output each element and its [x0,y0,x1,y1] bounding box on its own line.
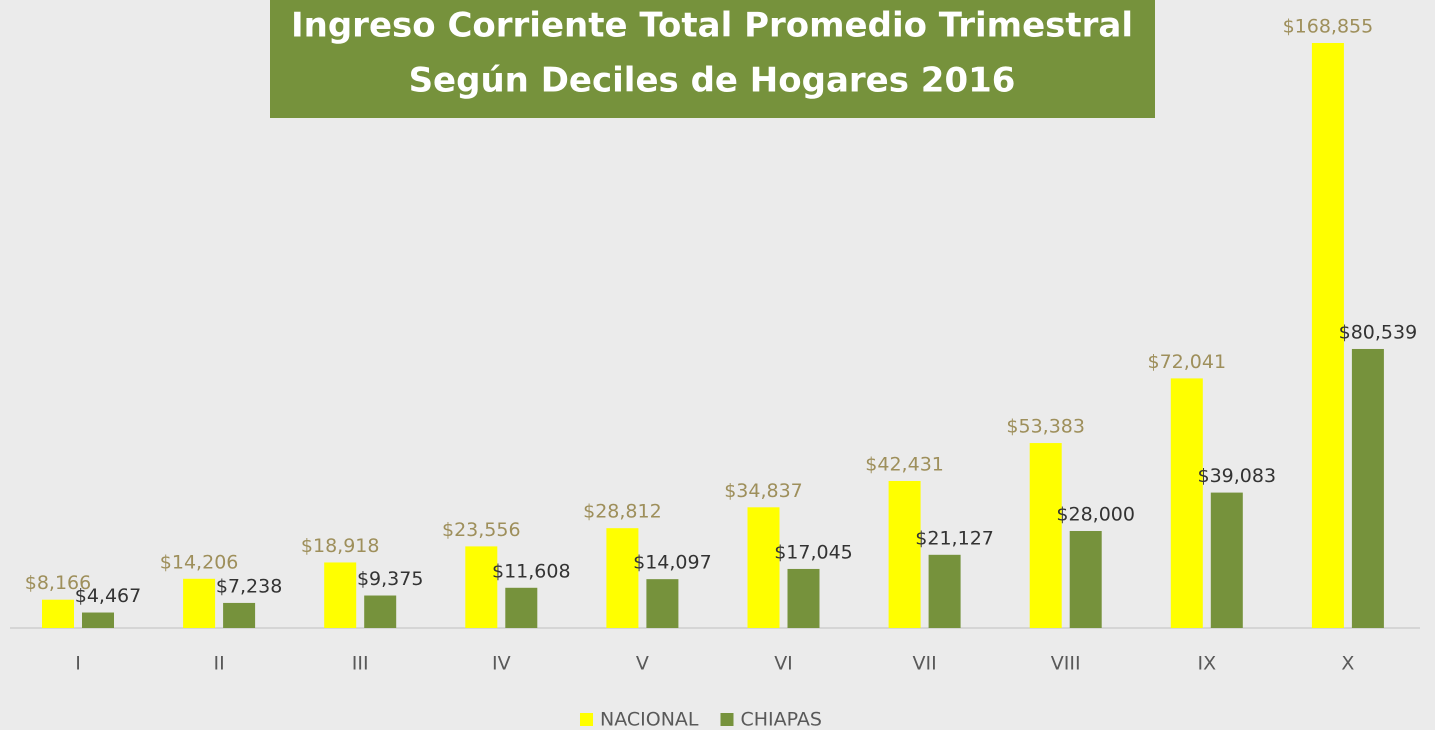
x-tick-label: VI [774,653,793,675]
bar [646,579,679,628]
legend-label: CHIAPAS [741,709,822,730]
bar [1069,530,1102,628]
x-tick-label: VIII [1051,653,1081,675]
data-label: $23,556 [442,519,521,541]
data-label: $8,166 [25,572,91,594]
legend-swatch [720,713,734,726]
data-label: $28,000 [1056,503,1135,525]
bar [928,554,961,628]
bar [1311,43,1344,628]
data-label: $168,855 [1283,16,1374,38]
bar [42,599,74,628]
chart-title: Según Deciles de Hogares 2016 [409,61,1016,101]
data-label: $14,097 [633,552,712,574]
x-tick-label: III [352,653,369,675]
data-label: $34,837 [724,480,803,502]
bar [324,562,357,628]
data-label: $18,918 [301,535,380,557]
data-label: $42,431 [865,453,944,475]
bar [1351,348,1384,628]
data-label: $39,083 [1198,465,1277,487]
bar [1170,378,1203,628]
title-box [270,0,1155,118]
legend-swatch [580,713,593,726]
data-label: $7,238 [216,575,282,597]
legend-label: NACIONAL [600,709,699,730]
data-label: $17,045 [774,541,853,563]
data-label: $80,539 [1339,321,1418,343]
bar [888,480,921,628]
data-label: $28,812 [583,501,662,523]
x-tick-label: IX [1197,653,1216,675]
x-tick-label: I [75,653,81,675]
data-label: $72,041 [1148,351,1227,373]
data-label: $53,383 [1006,416,1085,438]
bar [223,602,256,628]
bar [82,612,114,628]
x-tick-label: VII [912,653,936,675]
bar [183,578,216,628]
bar [606,528,639,628]
data-label: $9,375 [357,568,423,590]
x-tick-label: X [1341,653,1354,675]
data-label: $21,127 [915,527,994,549]
bar [1029,443,1062,628]
data-label: $14,206 [160,551,239,573]
bar [1210,492,1243,628]
chart-title: Ingreso Corriente Total Promedio Trimest… [291,6,1133,46]
bar [505,587,538,628]
bar [747,507,780,628]
bar [465,546,498,628]
bar [364,595,397,628]
bar [787,568,820,628]
x-tick-label: V [636,653,649,675]
data-label: $11,608 [492,560,571,582]
data-label: $4,467 [75,585,141,607]
x-tick-label: II [213,653,224,675]
x-tick-label: IV [492,653,511,675]
